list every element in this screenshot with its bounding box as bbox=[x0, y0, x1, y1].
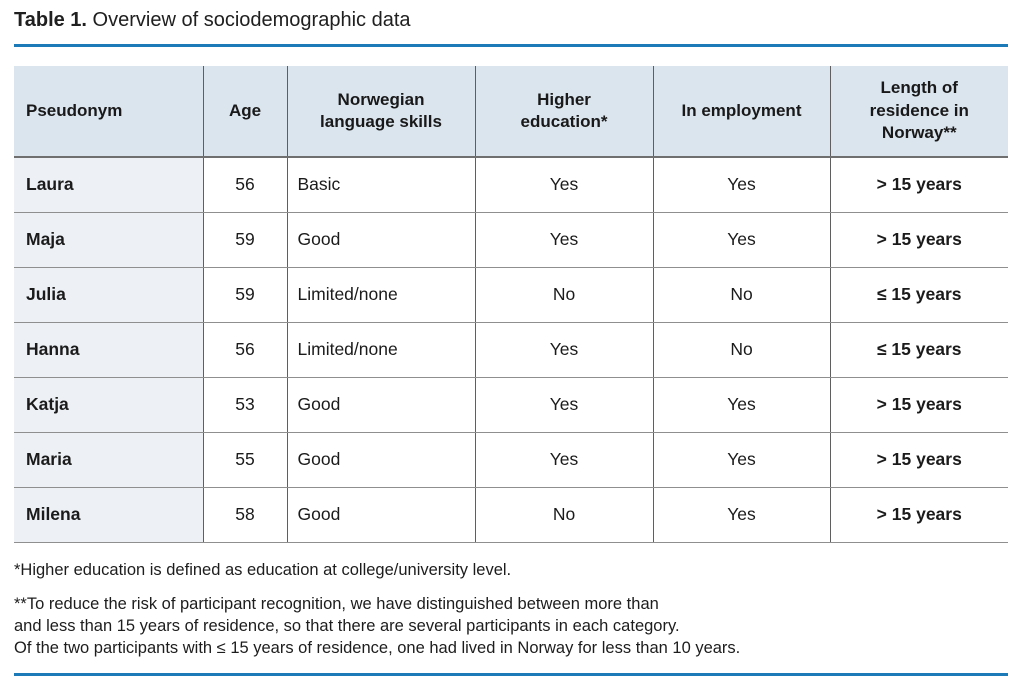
education-cell: Yes bbox=[475, 377, 654, 433]
employment-cell: No bbox=[653, 267, 831, 323]
top-rule bbox=[14, 44, 1008, 47]
age-cell: 59 bbox=[203, 267, 288, 323]
pseudonym-cell: Milena bbox=[14, 487, 204, 543]
residence-cell: > 15 years bbox=[830, 432, 1008, 488]
language-cell: Good bbox=[287, 487, 476, 543]
footnotes: *Higher education is defined as educatio… bbox=[14, 559, 1008, 659]
footnote-line: **To reduce the risk of participant reco… bbox=[14, 594, 659, 613]
footnote-asterisk: *Higher education is defined as educatio… bbox=[14, 560, 512, 579]
column-header-pseudonym: Pseudonym bbox=[14, 66, 204, 158]
table-row: Maria 55 Good Yes Yes > 15 years bbox=[14, 432, 1008, 488]
employment-cell: Yes bbox=[653, 157, 831, 213]
pseudonym-cell: Maria bbox=[14, 432, 204, 488]
pseudonym-cell: Julia bbox=[14, 267, 204, 323]
language-cell: Good bbox=[287, 377, 476, 433]
residence-cell: > 15 years bbox=[830, 212, 1008, 268]
footnote-line: and less than 15 years of residence, so … bbox=[14, 616, 680, 635]
age-cell: 56 bbox=[203, 157, 288, 213]
education-cell: No bbox=[475, 487, 654, 543]
residence-cell: > 15 years bbox=[830, 377, 1008, 433]
footnote-line: Of the two participants with ≤ 15 years … bbox=[14, 638, 741, 657]
column-header-age: Age bbox=[203, 66, 288, 158]
employment-cell: Yes bbox=[653, 212, 831, 268]
column-header-higher-education: Higher education* bbox=[475, 66, 654, 158]
caption-text: Overview of sociodemographic data bbox=[87, 9, 411, 31]
education-cell: Yes bbox=[475, 432, 654, 488]
caption-label: Table 1. bbox=[14, 9, 87, 31]
table-row: Julia 59 Limited/none No No ≤ 15 years bbox=[14, 267, 1008, 323]
employment-cell: Yes bbox=[653, 377, 831, 433]
table-row: Hanna 56 Limited/none Yes No ≤ 15 years bbox=[14, 322, 1008, 378]
education-cell: Yes bbox=[475, 212, 654, 268]
table-row: Katja 53 Good Yes Yes > 15 years bbox=[14, 377, 1008, 433]
education-cell: Yes bbox=[475, 322, 654, 378]
pseudonym-cell: Katja bbox=[14, 377, 204, 433]
language-cell: Limited/none bbox=[287, 267, 476, 323]
age-cell: 56 bbox=[203, 322, 288, 378]
employment-cell: No bbox=[653, 322, 831, 378]
pseudonym-cell: Laura bbox=[14, 157, 204, 213]
language-cell: Basic bbox=[287, 157, 476, 213]
footnote-double-asterisk: **To reduce the risk of participant reco… bbox=[14, 593, 1008, 659]
residence-cell: ≤ 15 years bbox=[830, 267, 1008, 323]
employment-cell: Yes bbox=[653, 487, 831, 543]
language-cell: Good bbox=[287, 432, 476, 488]
table-row: Laura 56 Basic Yes Yes > 15 years bbox=[14, 157, 1008, 213]
residence-cell: > 15 years bbox=[830, 157, 1008, 213]
table-row: Milena 58 Good No Yes > 15 years bbox=[14, 487, 1008, 543]
education-cell: No bbox=[475, 267, 654, 323]
column-header-residence: Length of residence in Norway** bbox=[830, 66, 1008, 158]
residence-cell: ≤ 15 years bbox=[830, 322, 1008, 378]
table-caption: Table 1. Overview of sociodemographic da… bbox=[14, 8, 1008, 32]
language-cell: Good bbox=[287, 212, 476, 268]
age-cell: 58 bbox=[203, 487, 288, 543]
pseudonym-cell: Maja bbox=[14, 212, 204, 268]
age-cell: 55 bbox=[203, 432, 288, 488]
header-row: Pseudonym Age Norwegian language skills … bbox=[14, 66, 1008, 158]
bottom-rule bbox=[14, 672, 1008, 676]
age-cell: 53 bbox=[203, 377, 288, 433]
pseudonym-cell: Hanna bbox=[14, 322, 204, 378]
employment-cell: Yes bbox=[653, 432, 831, 488]
language-cell: Limited/none bbox=[287, 322, 476, 378]
column-header-in-employment: In employment bbox=[653, 66, 831, 158]
column-header-language-skills: Norwegian language skills bbox=[287, 66, 476, 158]
residence-cell: > 15 years bbox=[830, 487, 1008, 543]
table-row: Maja 59 Good Yes Yes > 15 years bbox=[14, 212, 1008, 268]
sociodemographic-table: Pseudonym Age Norwegian language skills … bbox=[14, 66, 1008, 543]
age-cell: 59 bbox=[203, 212, 288, 268]
education-cell: Yes bbox=[475, 157, 654, 213]
